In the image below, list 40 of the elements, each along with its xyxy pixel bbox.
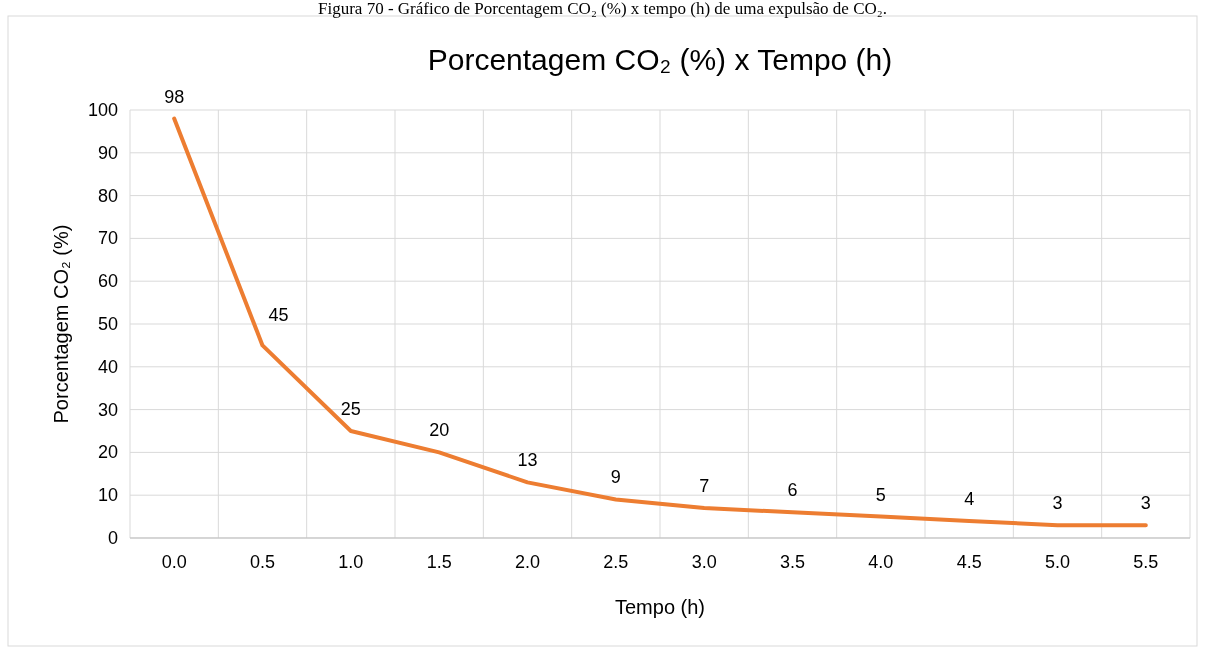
y-tick-label: 40: [97, 356, 118, 377]
data-label: 3: [1140, 493, 1151, 514]
data-label: 13: [517, 450, 538, 471]
data-label: 98: [164, 86, 185, 107]
line-series: [172, 116, 1148, 528]
x-tick-label: 1.5: [426, 552, 452, 572]
data-label: 5: [875, 484, 886, 505]
data-label: 6: [787, 480, 798, 501]
data-label: 7: [699, 476, 710, 497]
y-tick-label: 90: [97, 142, 118, 163]
x-tick-label: 3.0: [691, 552, 717, 572]
y-tick-label: 60: [97, 271, 118, 292]
y-tick-label: 70: [97, 228, 118, 249]
text: Figura 70 - Gráfico de Porcentagem CO₂ (%) x tempo (h) de uma expulsão de CO₂.: [318, 0, 887, 18]
x-axis-title: Tempo (h): [614, 596, 706, 618]
data-label: 4: [964, 488, 975, 509]
x-tick-label: 0.5: [249, 552, 276, 572]
chart-title: Porcentagem CO₂ (%) x Tempo (h): [427, 43, 893, 76]
y-axis-title: Porcentagem CO₂ (%): [50, 224, 72, 424]
x-tick-label: 3.5: [779, 552, 806, 572]
data-label: 45: [268, 305, 289, 326]
y-tick-label: 30: [97, 399, 118, 420]
x-tick-label: 2.0: [514, 552, 541, 572]
data-label: 3: [1052, 493, 1063, 514]
x-tick-label: 0.0: [161, 552, 187, 572]
x-tick-label: 4.5: [956, 552, 982, 572]
y-tick-label: 10: [97, 485, 118, 506]
data-label: 9: [610, 467, 621, 488]
data-label: 25: [340, 399, 361, 419]
y-tick-label: 50: [97, 314, 118, 334]
y-tick-label: 80: [97, 185, 118, 206]
x-tick-label: 5.0: [1044, 552, 1071, 572]
x-tick-label: 4.0: [868, 552, 894, 572]
y-tick-label: 100: [87, 100, 118, 120]
data-label: 20: [429, 420, 450, 441]
y-tick-label: 20: [97, 442, 118, 463]
x-tick-label: 5.5: [1133, 552, 1159, 572]
x-tick-label: 2.5: [603, 552, 629, 572]
y-tick-label: 0: [107, 528, 118, 548]
x-tick-label: 1.0: [338, 552, 364, 572]
